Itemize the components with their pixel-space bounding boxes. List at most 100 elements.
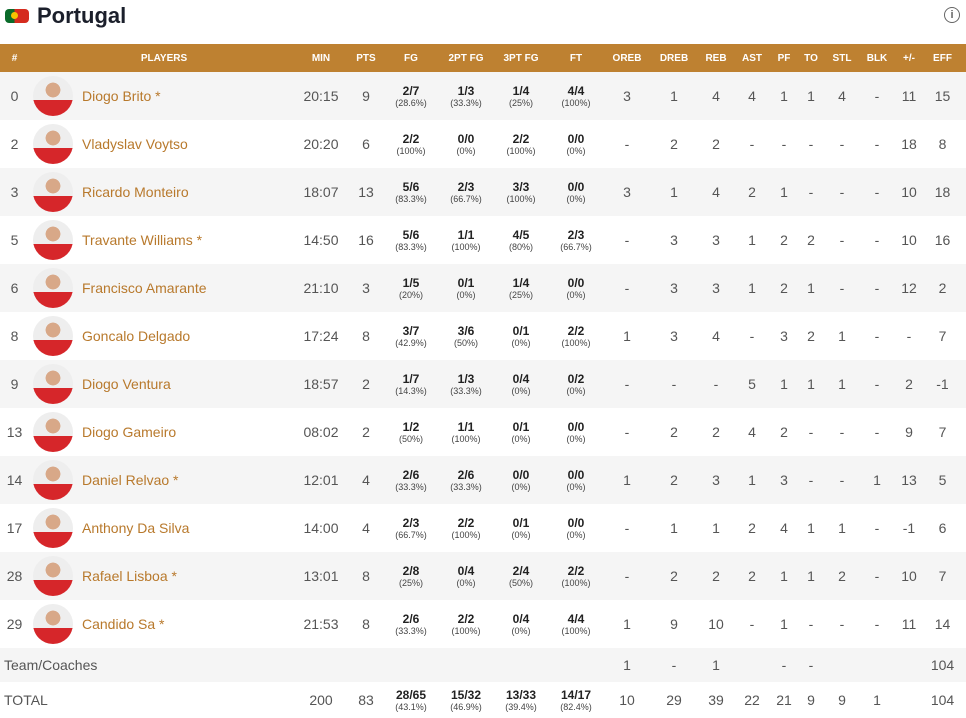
shot-percentage: (0%) xyxy=(511,434,531,444)
column-header[interactable]: 3PT FG xyxy=(499,44,543,72)
stat-cell: - xyxy=(855,168,899,216)
stat-cell: 2/2 (100%) xyxy=(543,552,609,600)
player-name-link[interactable]: Rafael Lisboa * xyxy=(82,568,177,584)
stat-cell: 13 xyxy=(343,168,389,216)
column-header[interactable]: EFF xyxy=(919,44,966,72)
info-icon[interactable]: i xyxy=(944,7,960,23)
shots-made: 2/2 xyxy=(402,132,420,146)
stat-cell: 1/5 (20%) xyxy=(389,264,433,312)
stat-cell: 2/7 (28.6%) xyxy=(389,72,433,120)
shot-percentage: (100%) xyxy=(561,578,591,588)
stat-cell: 1 xyxy=(609,456,645,504)
player-name-link[interactable]: Diogo Gameiro xyxy=(82,424,177,440)
column-header[interactable]: DREB xyxy=(645,44,703,72)
stat-cell: 2/6 (33.3%) xyxy=(389,456,433,504)
column-header[interactable]: PTS xyxy=(343,44,389,72)
stat-cell: 17:24 xyxy=(303,328,339,344)
shot-percentage: (0%) xyxy=(456,578,476,588)
shot-percentage: (0%) xyxy=(511,626,531,636)
player-name-link[interactable]: Francisco Amarante xyxy=(82,280,207,296)
stat-cell: - xyxy=(855,360,899,408)
shot-percentage: (83.3%) xyxy=(395,242,427,252)
stat-cell: 9 xyxy=(670,616,678,632)
table-row: 13 Diogo Gameiro 08:02 2 1/2 (50%) 1/1 (100%) 0/… xyxy=(0,408,966,456)
player-name-link[interactable]: Diogo Brito * xyxy=(82,88,161,104)
stat-cell: - xyxy=(874,520,880,536)
player-name-link[interactable]: Ricardo Monteiro xyxy=(82,184,189,200)
stat-cell: - xyxy=(793,648,829,682)
player-name-link[interactable]: Goncalo Delgado xyxy=(82,328,191,344)
shots-made: 2/6 xyxy=(457,468,475,482)
column-header[interactable]: # xyxy=(0,44,29,72)
stat-cell: 7 xyxy=(919,552,966,600)
stat-cell: - xyxy=(874,616,880,632)
player-name-link[interactable]: Diogo Ventura xyxy=(82,376,171,392)
stat-cell: 8 xyxy=(938,136,947,152)
stat-cell: - xyxy=(645,360,703,408)
stat-cell: 1 xyxy=(873,692,881,708)
column-header[interactable]: FT xyxy=(543,44,609,72)
column-header[interactable]: 2PT FG xyxy=(433,44,499,72)
shots-made: 0/0 xyxy=(567,468,585,482)
stat-cell: -1 xyxy=(902,520,916,536)
stat-cell: 1/4 (25%) xyxy=(499,72,543,120)
team-coaches-row: Team/Coaches 1-1- -104 xyxy=(0,648,966,682)
stat-cell: Daniel Relvao * xyxy=(29,456,299,504)
stat-cell: Rafael Lisboa * xyxy=(29,552,299,600)
stat-cell: 16 xyxy=(358,232,374,248)
shots-made: 28/65 xyxy=(395,688,427,702)
column-header[interactable]: BLK xyxy=(855,44,899,72)
column-header[interactable]: PF xyxy=(775,44,793,72)
shots-made: 1/3 xyxy=(457,372,475,386)
shots-made: 4/4 xyxy=(567,84,585,98)
column-header[interactable]: FG xyxy=(389,44,433,72)
player-name-link[interactable]: Candido Sa * xyxy=(82,616,165,632)
column-header[interactable]: TO xyxy=(793,44,829,72)
stat-cell: 3 xyxy=(609,72,645,120)
column-header[interactable]: +/- xyxy=(899,44,919,72)
column-header[interactable]: AST xyxy=(729,44,775,72)
stat-cell: 14:50 xyxy=(303,232,339,248)
stat-cell: 21:10 xyxy=(299,264,343,312)
stat-cell: 1 xyxy=(793,264,829,312)
stat-cell: 1 xyxy=(775,552,793,600)
shots-made: 4/5 xyxy=(512,228,530,242)
shots-made: 3/6 xyxy=(457,324,475,338)
shot-percentage: (25%) xyxy=(508,290,533,300)
stat-cell: 2/2 (100%) xyxy=(499,120,543,168)
avatar xyxy=(33,316,73,356)
stat-cell: Anthony Da Silva xyxy=(29,504,299,552)
stat-cell: 2/2 (100%) xyxy=(433,504,499,552)
shot-percentage: (100%) xyxy=(396,146,426,156)
shot-percentage: (50%) xyxy=(453,338,478,348)
column-header[interactable]: STL xyxy=(829,44,855,72)
stat-cell: 3 xyxy=(609,168,645,216)
stat-cell: 1/3 (33.3%) xyxy=(433,72,499,120)
stat-cell: 4 xyxy=(712,328,720,344)
shots-made: 1/5 xyxy=(402,276,420,290)
stat-cell: 0/1 (0%) xyxy=(433,264,499,312)
stat-cell: Diogo Ventura xyxy=(29,360,299,408)
column-header[interactable]: MIN xyxy=(299,44,343,72)
stat-cell: 4 xyxy=(362,520,370,536)
shot-percentage: (33.3%) xyxy=(395,482,427,492)
table-row: 3 Ricardo Monteiro 18:07 13 5/6 (83.3%) 2/3 (66… xyxy=(0,168,966,216)
stat-cell: Diogo Gameiro xyxy=(29,408,299,456)
player-name-link[interactable]: Anthony Da Silva xyxy=(82,520,190,536)
stat-cell: - xyxy=(808,616,814,632)
stat-cell: - xyxy=(839,232,845,248)
stat-cell: 1 xyxy=(775,168,793,216)
shots-made: 2/3 xyxy=(567,228,585,242)
player-name-link[interactable]: Vladyslav Voytso xyxy=(82,136,188,152)
shot-percentage: (25%) xyxy=(398,578,423,588)
stat-cell: 4/5 (80%) xyxy=(499,216,543,264)
stat-cell: 14:00 xyxy=(303,520,339,536)
column-header[interactable]: OREB xyxy=(609,44,645,72)
shots-made: 15/32 xyxy=(450,688,482,702)
player-name-link[interactable]: Daniel Relvao * xyxy=(82,472,179,488)
stat-cell: 0/0 (0%) xyxy=(543,120,609,168)
column-header[interactable]: PLAYERS xyxy=(29,44,299,72)
player-name-link[interactable]: Travante Williams * xyxy=(82,232,203,248)
column-header[interactable]: REB xyxy=(703,44,729,72)
stat-cell: 1 xyxy=(855,456,899,504)
